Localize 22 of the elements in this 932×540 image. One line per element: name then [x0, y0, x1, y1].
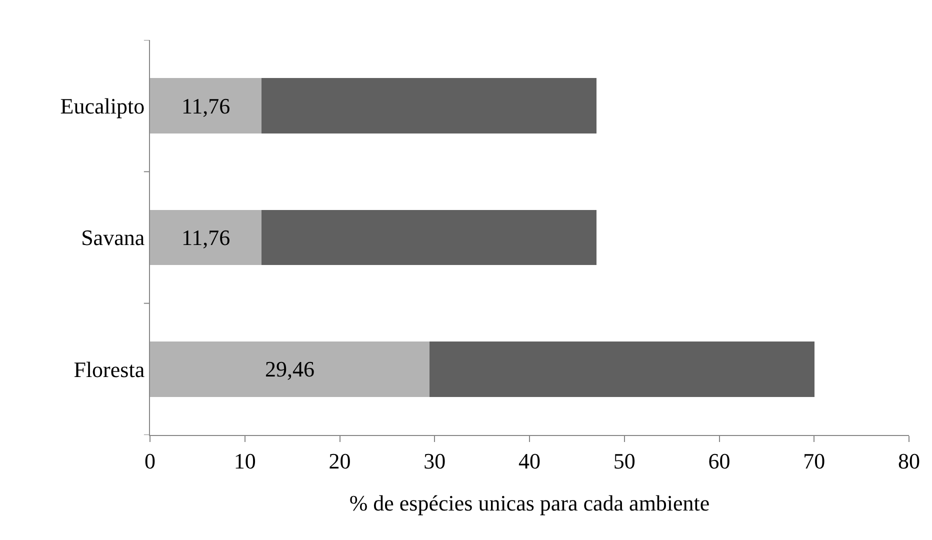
data-label: 11,76 — [181, 225, 230, 250]
x-tick-label: 30 — [424, 448, 446, 474]
y-tick-label: Floresta — [74, 356, 145, 382]
x-tick-label: 50 — [613, 448, 636, 474]
x-tick-label: 60 — [708, 448, 730, 474]
bar — [262, 210, 596, 266]
x-tick-label: 40 — [518, 448, 540, 474]
bar — [430, 342, 815, 397]
bar — [150, 78, 262, 134]
x-axis-title: % de espécies unicas para cada ambiente — [349, 490, 710, 516]
x-tick-label: 0 — [144, 448, 156, 474]
x-tick-label: 10 — [234, 448, 256, 474]
x-tick-label: 80 — [898, 448, 920, 474]
bar — [150, 342, 430, 397]
y-tick-label: Eucalipto — [60, 94, 145, 119]
data-label: 29,46 — [265, 356, 314, 382]
bar — [150, 210, 262, 266]
x-tick-label: 70 — [803, 448, 826, 474]
data-label: 11,76 — [181, 93, 230, 118]
x-tick-label: 20 — [328, 448, 351, 474]
bar — [262, 78, 596, 134]
y-tick-label: Savana — [81, 225, 145, 250]
